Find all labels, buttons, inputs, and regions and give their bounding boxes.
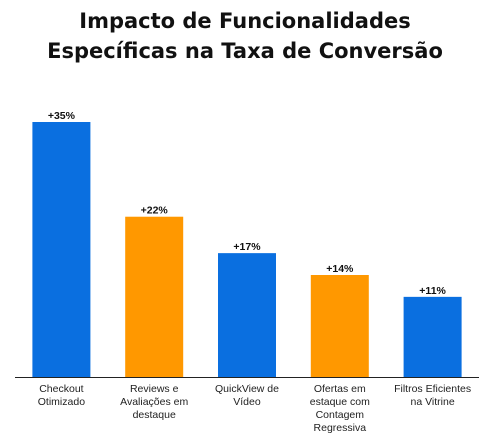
category-label-line: Contagem (316, 409, 365, 421)
category-label-3: QuickView de Vídeo (215, 383, 279, 408)
category-label-2: Reviews e Avaliações em destaque (120, 383, 188, 421)
data-label-3: +17% (233, 241, 261, 253)
category-label-line: Vídeo (233, 396, 261, 408)
category-label-5: Filtros Eficientes na Vitrine (394, 383, 471, 408)
chart-title: Impacto de Funcionalidades Específicas n… (0, 6, 490, 66)
bar-4 (310, 275, 369, 377)
bar-5 (403, 296, 462, 377)
category-label-line: Ofertas em (314, 383, 366, 395)
category-label-line: Filtros Eficientes (394, 383, 471, 395)
category-label-line: Regressiva (314, 422, 367, 434)
bar-2 (125, 216, 184, 377)
bar-1 (32, 122, 91, 377)
data-label-5: +11% (419, 285, 446, 297)
category-label-line: estaque com (310, 396, 370, 408)
category-label-line: destaque (133, 409, 176, 421)
category-label-4: Ofertas em estaque com Contagem Regressiva (310, 383, 370, 434)
category-label-line: Otimizado (38, 396, 85, 408)
category-label-line: Avaliações em (120, 396, 188, 408)
category-label-line: Checkout (39, 383, 83, 395)
category-label-line: QuickView de (215, 383, 279, 395)
data-label-1: +35% (48, 110, 76, 122)
data-label-2: +22% (141, 205, 169, 217)
category-label-1: Checkout Otimizado (38, 383, 85, 408)
bar-3 (218, 253, 276, 377)
category-label-line: Reviews e (130, 383, 179, 395)
data-label-4: +14% (326, 263, 354, 275)
category-label-line: na Vitrine (411, 396, 455, 408)
chart-title-line-2: Específicas na Taxa de Conversão (47, 39, 443, 63)
chart-title-line-1: Impacto de Funcionalidades (79, 9, 411, 33)
